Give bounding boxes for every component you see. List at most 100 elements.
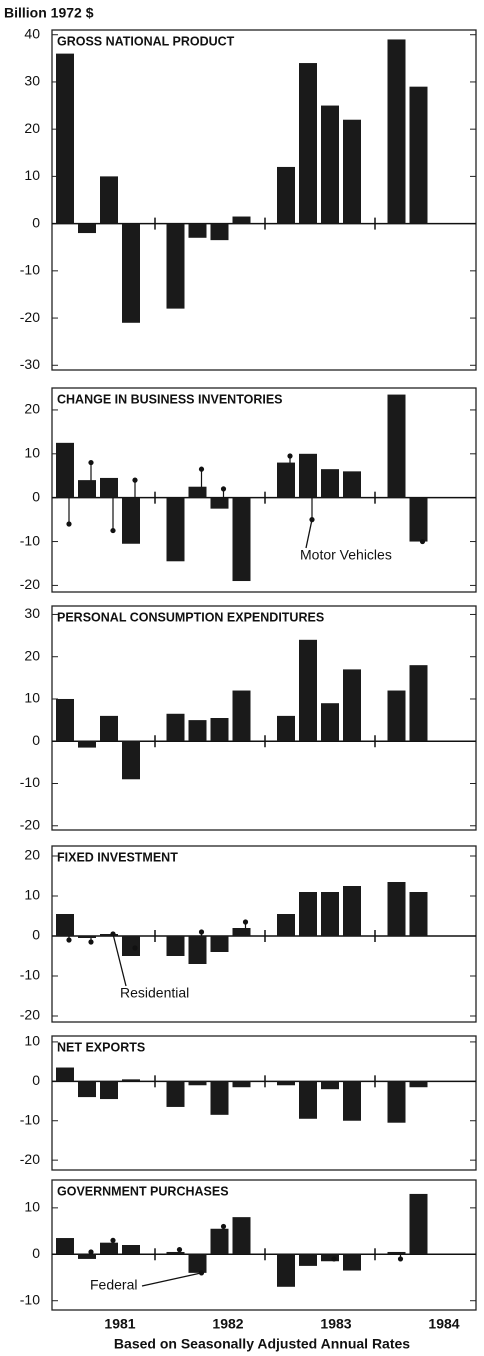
- panel-title: GROSS NATIONAL PRODUCT: [57, 34, 235, 48]
- bar: [409, 1081, 428, 1088]
- bar: [56, 698, 74, 742]
- bar: [321, 1254, 339, 1262]
- y-tick-label: 10: [24, 167, 40, 183]
- bar: [277, 1081, 295, 1086]
- annotation-arrow: [141, 1272, 202, 1287]
- bar: [277, 715, 295, 742]
- bar: [210, 936, 229, 952]
- bar: [387, 1251, 406, 1255]
- marker-dot: [397, 1256, 404, 1262]
- bar: [409, 665, 428, 742]
- bar: [232, 497, 251, 582]
- bar: [188, 223, 207, 238]
- bar: [387, 882, 406, 936]
- marker-dot: [132, 945, 138, 951]
- x-tick-label: 1983: [320, 1316, 351, 1332]
- y-tick-label: -20: [20, 816, 40, 832]
- marker-dot: [132, 477, 138, 483]
- y-tick-label: -10: [20, 1111, 40, 1127]
- bar: [321, 703, 339, 742]
- bar: [78, 1254, 96, 1259]
- bar: [188, 486, 207, 498]
- panel-frame: [51, 1035, 477, 1171]
- bar: [166, 223, 185, 309]
- bar: [277, 166, 295, 224]
- bar: [210, 1228, 229, 1255]
- bar: [122, 1079, 140, 1082]
- y-axis-label: Billion 1972 $: [4, 5, 94, 21]
- panel-frame: [51, 29, 477, 371]
- y-tick-label: 0: [32, 732, 40, 748]
- marker-dot: [287, 453, 293, 459]
- bar: [100, 1081, 118, 1100]
- bar: [78, 223, 96, 234]
- marker-dot: [419, 538, 426, 545]
- y-tick-label: -10: [20, 967, 40, 983]
- marker-dot: [220, 1223, 227, 1230]
- bar: [343, 669, 361, 742]
- bar: [78, 741, 96, 748]
- bar: [210, 1081, 229, 1115]
- y-tick-label: -20: [20, 309, 40, 325]
- panel-frame: [51, 1179, 477, 1311]
- bar: [122, 936, 140, 956]
- y-tick-label: -20: [20, 576, 40, 592]
- y-tick-label: 20: [24, 401, 40, 417]
- bar: [277, 462, 295, 498]
- panel-title: NET EXPORTS: [57, 1040, 145, 1054]
- bar: [166, 936, 185, 956]
- x-axis-label: Based on Seasonally Adjusted Annual Rate…: [114, 1336, 410, 1352]
- y-tick-label: 10: [24, 1033, 40, 1049]
- bar: [100, 715, 118, 742]
- y-tick-label: -10: [20, 262, 40, 278]
- bar: [100, 1242, 118, 1255]
- marker-dot: [66, 521, 72, 527]
- annotation-arrow: [305, 519, 313, 549]
- bar: [210, 223, 229, 241]
- bar: [409, 1193, 428, 1255]
- y-tick-label: -30: [20, 356, 40, 372]
- marker-dot: [88, 459, 94, 466]
- bar: [343, 1081, 361, 1121]
- y-tick-label: 0: [32, 927, 40, 943]
- marker-dot: [198, 929, 205, 935]
- bar: [299, 453, 317, 498]
- y-tick-label: 20: [24, 647, 40, 663]
- y-tick-label: 40: [24, 25, 40, 41]
- y-tick-label: 10: [24, 690, 40, 706]
- bar: [343, 1254, 361, 1271]
- bar: [387, 394, 406, 498]
- bar: [122, 741, 140, 780]
- annotation-arrow: [112, 933, 127, 987]
- bar: [210, 497, 229, 509]
- bar: [299, 63, 317, 224]
- bar: [232, 216, 251, 224]
- y-tick-label: 20: [24, 120, 40, 136]
- bar: [100, 477, 118, 498]
- annotation: Residential: [120, 985, 189, 1001]
- panel-title: PERSONAL CONSUMPTION EXPENDITURES: [57, 610, 324, 624]
- bar: [78, 936, 96, 938]
- bar: [100, 934, 118, 936]
- marker-dot: [198, 466, 205, 472]
- y-tick-label: 0: [32, 214, 40, 230]
- bar: [387, 39, 406, 224]
- y-tick-label: 30: [24, 605, 40, 621]
- bar: [277, 1254, 295, 1287]
- bar: [166, 1251, 185, 1255]
- panel-frame: [51, 387, 477, 593]
- y-tick-label: -20: [20, 1151, 40, 1167]
- bar: [321, 105, 339, 224]
- bar: [210, 718, 229, 742]
- bar: [100, 176, 118, 224]
- bar: [56, 1067, 74, 1082]
- marker-dot: [242, 919, 249, 925]
- bar: [166, 713, 185, 742]
- bar: [387, 1081, 406, 1123]
- bar: [188, 1254, 207, 1273]
- bar: [122, 223, 140, 323]
- bar: [188, 1081, 207, 1086]
- x-tick-label: 1981: [104, 1316, 135, 1332]
- y-tick-label: 10: [24, 1199, 40, 1215]
- marker-dot: [110, 527, 116, 534]
